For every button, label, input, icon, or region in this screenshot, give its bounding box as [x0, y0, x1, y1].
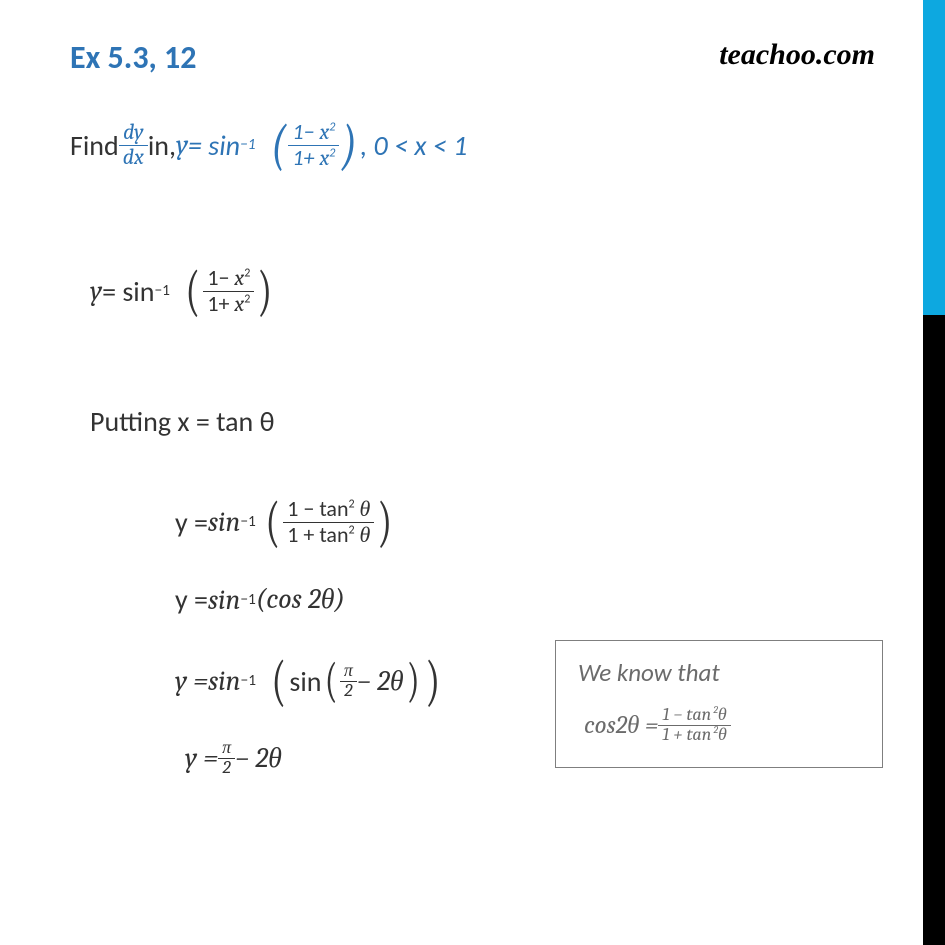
frac-num: 1 − tan2 θ [283, 497, 374, 521]
rparen-icon: ) [378, 494, 393, 550]
identity-note-box: We know that cos 2θ = 1 − tan 2θ 1 + tan… [555, 640, 883, 768]
rparen-icon: ) [343, 117, 358, 173]
minus-2theta: − 2θ [235, 742, 282, 775]
domain-text: , 0 < x < 1 [360, 128, 467, 163]
identity-fraction: 1 − tan 2θ 1 + tan 2θ [658, 706, 731, 745]
y-eq: y = [175, 582, 208, 617]
mid-text: in, [148, 128, 176, 163]
y-var: y [176, 129, 188, 161]
frac-den: 1 + tan2 θ [283, 522, 374, 547]
y-var: y [90, 275, 102, 307]
step1-line: y = sin−1 ( 1 − tan2 θ 1 + tan2 θ ) [175, 494, 885, 550]
arg-num: 1− x2 [203, 266, 254, 290]
lparen-outer-icon: ( [271, 653, 286, 709]
cos-fn: cos [584, 711, 616, 740]
arg-den: 1+ x2 [288, 145, 339, 170]
exercise-title: Ex 5.3, 12 [70, 38, 196, 77]
rparen-icon: ) [258, 263, 273, 319]
eq-sin: = sin [188, 128, 240, 163]
lparen-icon: ( [185, 263, 200, 319]
arg-fraction: 1− x2 1+ x2 [288, 120, 339, 169]
cos-arg: (cos 2θ) [256, 583, 345, 616]
y-eq: y = [185, 742, 218, 774]
two-den: 2 [340, 681, 356, 701]
y-eq: y = [175, 505, 208, 540]
arg-num: 1− x2 [288, 120, 339, 144]
lparen-icon: ( [265, 494, 280, 550]
dy-dx-fraction: dy dx [119, 121, 148, 168]
pi-num: π [340, 662, 357, 681]
note-heading: We know that [578, 657, 860, 688]
arg-den: 1+ x2 [203, 291, 254, 316]
problem-line: Find dy dx in, y = sin−1 ( 1− x2 1+ x2 )… [70, 117, 885, 173]
arg-fraction: 1− x2 1+ x2 [203, 266, 254, 315]
step2-line: y = sin−1 (cos 2θ) [175, 582, 885, 617]
two-den: 2 [218, 758, 234, 778]
note-identity: cos 2θ = 1 − tan 2θ 1 + tan 2θ [578, 706, 860, 745]
pi-over-2: π 2 [218, 739, 235, 778]
tan-fraction: 1 − tan2 θ 1 + tan2 θ [283, 497, 374, 546]
sin-fn: sin [208, 506, 240, 538]
side-accent-black [923, 315, 945, 945]
header: Ex 5.3, 12 teachoo.com [70, 38, 885, 77]
frac-num: 1 − tan 2θ [658, 706, 730, 725]
sin-inner: sin [289, 664, 321, 699]
brand-logo: teachoo.com [719, 38, 875, 72]
sin-fn: sin [208, 584, 240, 616]
minus-2theta: − 2θ [357, 665, 404, 698]
eq-text: 2θ = [616, 711, 659, 740]
restate-line: y = sin−1 ( 1− x2 1+ x2 ) [90, 263, 885, 319]
lead-text: Find [70, 128, 119, 163]
lparen-inner-icon: ( [324, 657, 337, 705]
y-eq: y = [175, 665, 208, 697]
side-accent-blue [923, 0, 945, 315]
rparen-outer-icon: ) [425, 653, 440, 709]
substitution-line: Putting x = tan θ [90, 404, 885, 439]
frac-num: dy [119, 121, 147, 144]
frac-den: dx [119, 145, 148, 169]
rparen-inner-icon: ) [406, 657, 419, 705]
pi-over-2: π 2 [340, 662, 357, 701]
sin-fn: sin [208, 665, 240, 697]
pi-num: π [218, 739, 235, 758]
sub-text: Putting x = tan θ [90, 404, 274, 439]
frac-den: 1 + tan 2θ [658, 725, 731, 745]
eq-sin: = sin [102, 274, 154, 309]
lparen-icon: ( [271, 117, 286, 173]
